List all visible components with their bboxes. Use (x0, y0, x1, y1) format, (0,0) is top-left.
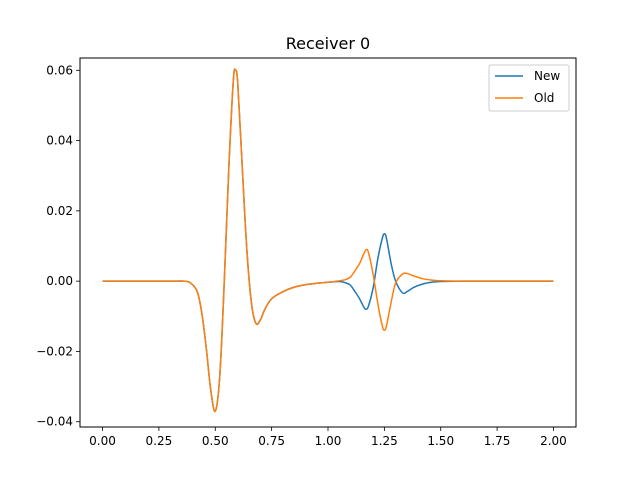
x-tick-label: 1.50 (427, 434, 454, 448)
y-tick-label: 0.06 (46, 63, 73, 77)
x-tick-label: 1.00 (315, 434, 342, 448)
y-axis: −0.04 −0.02 0.00 0.02 0.04 0.06 (36, 63, 80, 429)
y-tick-label: 0.00 (46, 274, 73, 288)
y-tick-label: −0.02 (36, 344, 73, 358)
x-tick-label: 1.75 (484, 434, 511, 448)
series-line-old (102, 68, 554, 413)
series-line-new (102, 68, 554, 413)
x-axis: 0.00 0.25 0.50 0.75 1.00 1.25 1.50 1.75 2.00 (89, 427, 567, 448)
y-tick-label: 0.04 (46, 134, 73, 148)
legend-label-new: New (534, 69, 560, 83)
legend: New Old (488, 64, 570, 112)
x-tick-label: 0.75 (258, 434, 285, 448)
x-tick-label: 0.50 (202, 434, 229, 448)
y-tick-label: 0.02 (46, 204, 73, 218)
chart-title: Receiver 0 (286, 34, 370, 53)
legend-label-old: Old (534, 91, 554, 105)
x-tick-label: 0.25 (146, 434, 173, 448)
y-tick-label: −0.04 (36, 415, 73, 429)
x-tick-label: 2.00 (540, 434, 567, 448)
plot-area (102, 68, 554, 413)
x-tick-label: 0.00 (89, 434, 116, 448)
axes-frame (79, 57, 577, 428)
x-tick-label: 1.25 (371, 434, 398, 448)
